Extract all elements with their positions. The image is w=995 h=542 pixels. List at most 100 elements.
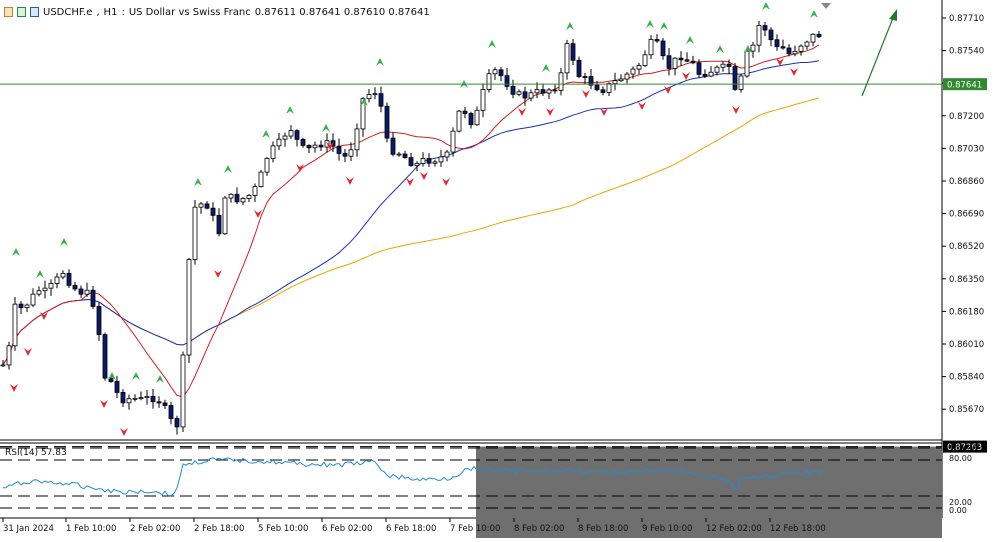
candle: [450, 127, 456, 157]
fractal-down-arrow: [10, 384, 18, 392]
price-tick-label: 0.85670: [949, 405, 984, 415]
candle-body: [534, 89, 540, 94]
candle-body: [192, 206, 198, 260]
candle: [474, 106, 480, 126]
price-tick-label: 0.85840: [949, 373, 984, 383]
candle-body: [642, 54, 648, 66]
candle-body: [36, 290, 42, 295]
candle: [342, 148, 348, 163]
fractal-down-arrow: [120, 428, 128, 436]
fractal-up-arrow: [716, 45, 724, 53]
rsi-tick-label: 80.00: [949, 454, 972, 463]
price-tick-label: 0.87710: [949, 14, 984, 24]
current-price-tag-text: 0.87641: [947, 81, 982, 91]
candle: [246, 193, 252, 202]
rsi-tick-label: 0.00: [949, 506, 967, 515]
price-tick-label: 0.86690: [949, 210, 984, 220]
candle: [696, 59, 702, 78]
candle: [594, 81, 600, 92]
candle: [660, 37, 666, 60]
rsi-tick-label: 100.00: [949, 444, 977, 453]
time-tick-label: 12 Feb 02:00: [706, 524, 762, 534]
candle: [774, 34, 780, 51]
trend-arrow-line: [861, 17, 894, 97]
candle: [258, 169, 264, 188]
candle: [750, 41, 756, 58]
candle-body: [516, 91, 522, 95]
fractal-down-arrow: [518, 108, 526, 116]
fractal-up-arrow: [488, 40, 496, 48]
candle: [504, 68, 510, 91]
candle-body: [480, 89, 486, 111]
chart-type-icon[interactable]: [17, 7, 26, 17]
time-tick-label: 2 Feb 18:00: [194, 524, 244, 534]
candle-body: [30, 293, 36, 306]
fractal-down-arrow: [682, 72, 690, 80]
candle-body: [468, 113, 474, 126]
candle-body: [474, 109, 480, 126]
candle: [792, 45, 798, 57]
fractal-down-arrow: [296, 164, 304, 172]
fractal-up-arrow: [194, 178, 202, 186]
candle-body: [150, 396, 156, 403]
candle-body: [744, 50, 750, 77]
symbol-menu-icon[interactable]: [4, 7, 13, 17]
candle-body: [96, 306, 102, 335]
candle: [498, 67, 504, 82]
candle-body: [282, 135, 288, 140]
fractal-up-arrow: [224, 165, 232, 173]
candle-body: [762, 25, 768, 31]
candle: [150, 388, 156, 409]
candle-body: [276, 138, 282, 147]
candle: [114, 375, 120, 398]
candle: [60, 270, 66, 280]
candle-body: [360, 98, 366, 130]
candle: [0, 359, 6, 367]
candle: [84, 282, 90, 297]
fractal-down-arrow: [664, 86, 672, 94]
candle: [30, 288, 36, 308]
candle-body: [696, 62, 702, 75]
candle: [12, 296, 18, 351]
timeframe-icon[interactable]: [30, 7, 39, 17]
candle: [588, 69, 594, 90]
candle: [600, 86, 606, 96]
fractal-down-arrow: [24, 348, 32, 356]
candle-body: [384, 105, 390, 139]
candle-body: [294, 130, 300, 140]
candle: [678, 51, 684, 67]
candle-body: [246, 195, 252, 199]
candle: [90, 285, 96, 310]
fractal-up-arrow: [60, 238, 68, 246]
candle: [798, 44, 804, 56]
candle: [294, 129, 300, 147]
candle: [570, 38, 576, 65]
candle-body: [54, 276, 60, 284]
candle-body: [348, 149, 354, 157]
candle-body: [690, 60, 696, 64]
candle: [270, 141, 276, 163]
candle-body: [432, 161, 438, 164]
candle-body: [138, 397, 144, 400]
candle-body: [816, 33, 822, 38]
candle-body: [0, 364, 6, 367]
time-tick-label: 8 Feb 02:00: [514, 524, 564, 534]
fractal-down-arrow: [254, 210, 262, 218]
candle-body: [168, 405, 174, 419]
candle: [768, 27, 774, 47]
candle: [528, 89, 534, 102]
candle-body: [132, 397, 138, 400]
candle: [390, 132, 396, 157]
candle: [540, 83, 546, 97]
candle-body: [216, 214, 222, 235]
fractal-down-arrow: [40, 312, 48, 320]
candle: [414, 161, 420, 172]
trend-arrow-head: [889, 9, 897, 21]
current-price-tag: 0.87641: [943, 78, 987, 91]
candle-body: [492, 69, 498, 75]
candle: [672, 57, 678, 76]
candle-body: [462, 110, 468, 114]
candle-body: [108, 377, 114, 382]
